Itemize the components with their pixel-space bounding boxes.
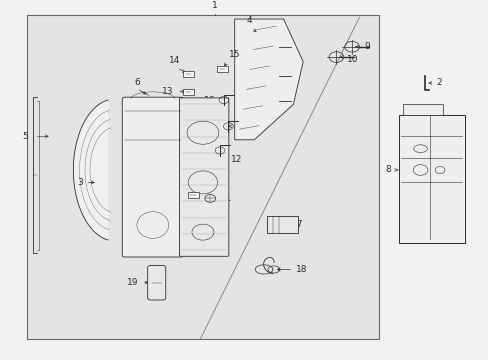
Text: 10: 10 [346, 55, 358, 64]
Text: 15: 15 [228, 50, 240, 59]
Bar [403, 104, 442, 115]
Text: 19: 19 [126, 278, 138, 287]
Text: 18: 18 [295, 265, 307, 274]
Text: 13: 13 [161, 87, 173, 96]
Text: 21: 21 [220, 194, 231, 203]
Bar [27, 15, 378, 339]
Bar [187, 192, 198, 198]
Text: 11: 11 [205, 125, 217, 134]
Text: 5: 5 [22, 132, 28, 141]
FancyBboxPatch shape [122, 97, 183, 257]
FancyBboxPatch shape [147, 266, 165, 300]
Text: 7: 7 [166, 174, 172, 183]
Bar [183, 71, 193, 77]
Polygon shape [73, 100, 108, 240]
Text: 9: 9 [364, 42, 369, 51]
Text: 1: 1 [212, 1, 218, 10]
Polygon shape [234, 19, 303, 140]
Text: 2: 2 [436, 78, 442, 87]
FancyBboxPatch shape [266, 216, 298, 233]
Text: 6: 6 [134, 77, 140, 86]
Bar [398, 115, 464, 243]
Text: 4: 4 [246, 16, 252, 25]
FancyBboxPatch shape [179, 98, 228, 256]
Text: 3: 3 [77, 178, 83, 187]
Text: 8: 8 [385, 166, 390, 175]
Text: 20: 20 [176, 179, 187, 188]
Bar [217, 66, 227, 72]
Text: 14: 14 [169, 55, 181, 64]
Text: 17: 17 [292, 220, 304, 229]
Text: 16: 16 [203, 95, 215, 104]
Text: 12: 12 [230, 155, 242, 164]
Bar [183, 89, 193, 95]
